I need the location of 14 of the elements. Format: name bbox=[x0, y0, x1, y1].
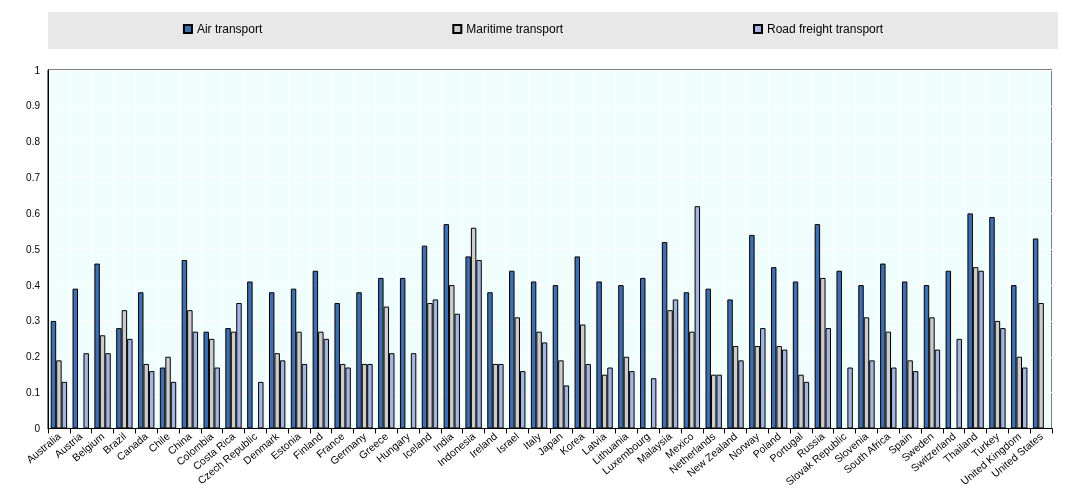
legend-label: Maritime transport bbox=[466, 22, 564, 36]
y-tick-label: 0.8 bbox=[26, 136, 41, 148]
y-tick-label: 0.3 bbox=[26, 315, 41, 327]
y-tick-label: 0.2 bbox=[26, 351, 41, 363]
legend-label: Air transport bbox=[196, 22, 263, 36]
y-tick-label: 0.7 bbox=[26, 172, 41, 184]
legend-label: Road freight transport bbox=[766, 22, 884, 36]
y-tick-label: 0 bbox=[34, 422, 41, 434]
y-tick-label: 0.9 bbox=[26, 100, 41, 112]
y-tick-label: 0.5 bbox=[26, 243, 41, 255]
y-tick-label: 0.4 bbox=[26, 279, 41, 291]
y-tick-label: 0.6 bbox=[26, 207, 41, 219]
y-tick-label: 0.1 bbox=[26, 387, 41, 399]
y-tick-label: 1 bbox=[34, 64, 41, 76]
